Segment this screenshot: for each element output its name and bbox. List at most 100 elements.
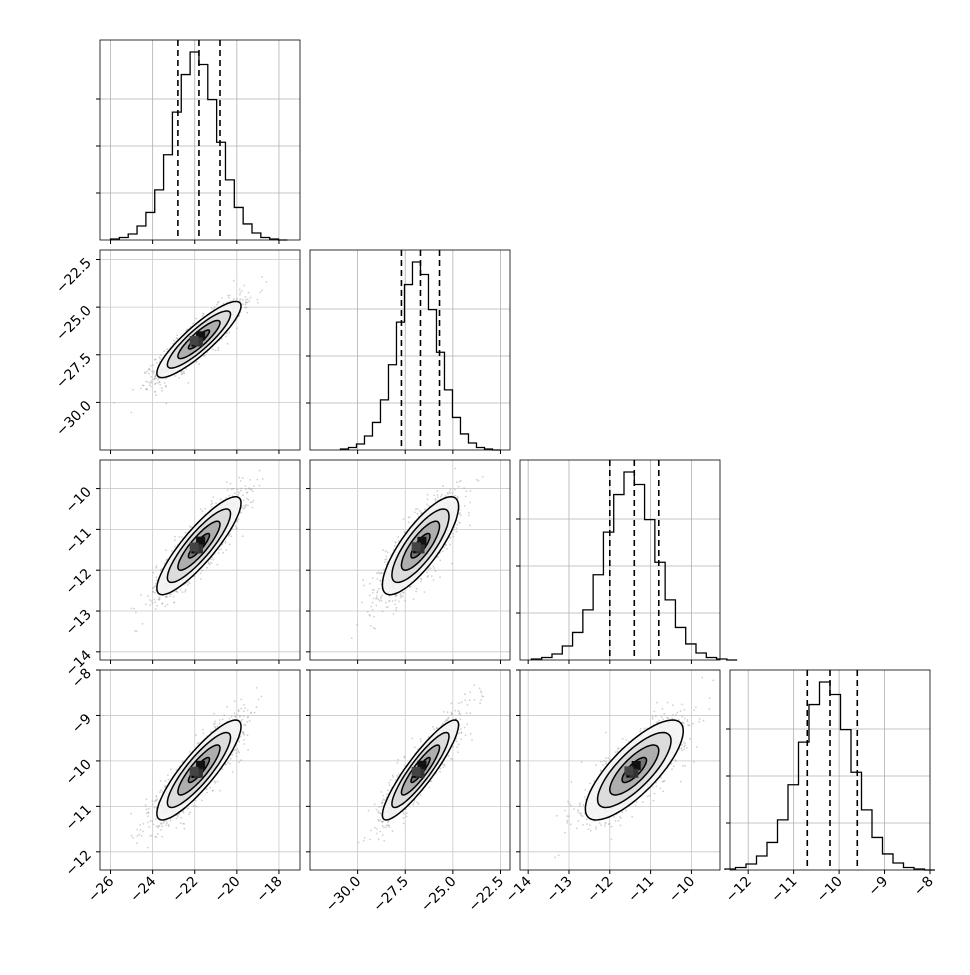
scatter-point [164,378,166,380]
scatter-point [361,601,363,603]
scatter-point [219,719,221,721]
scatter-point [392,600,394,602]
scatter-point [239,294,241,296]
scatter-point [200,573,202,575]
scatter-point [155,358,157,360]
scatter-point [227,343,229,345]
scatter-point [381,595,383,597]
scatter-point [154,391,156,393]
scatter-point [146,371,148,373]
scatter-point [240,488,242,490]
scatter-point [259,485,261,487]
scatter-point [149,599,151,601]
scatter-point [242,303,244,305]
scatter-point [274,441,276,443]
scatter-point [385,602,387,604]
panel-2-1 [310,460,510,660]
scatter-point [233,488,235,490]
scatter-point [147,847,149,849]
scatter-point [231,488,233,490]
scatter-point [160,780,162,782]
scatter-point [166,596,168,598]
scatter-point [153,372,155,374]
scatter-point [131,835,133,837]
scatter-point [202,315,204,317]
scatter-point [149,369,151,371]
scatter-point [237,491,239,493]
scatter-point [395,599,397,601]
scatter-point [387,551,389,553]
scatter-point [233,280,235,282]
scatter-point [159,384,161,386]
scatter-point [237,494,239,496]
scatter-point [157,379,159,381]
scatter-point [427,575,429,577]
scatter-point [213,559,215,561]
scatter-point [454,489,456,491]
scatter-point [161,387,163,389]
scatter-point [150,365,152,367]
scatter-point [134,630,136,632]
scatter-point [439,560,441,562]
scatter-point [382,549,384,551]
scatter-point [413,598,415,600]
scatter-point [244,285,246,287]
scatter-point [136,829,138,831]
scatter-point [181,373,183,375]
scatter-point [217,564,219,566]
scatter-point [397,536,399,538]
scatter-point [213,713,215,715]
scatter-point [204,355,206,357]
scatter-point [157,382,159,384]
scatter-point [175,375,177,377]
scatter-point [433,495,435,497]
scatter-point [142,623,144,625]
scatter-point [232,771,234,773]
scatter-point [220,549,222,551]
scatter-point [150,382,152,384]
scatter-point [167,774,169,776]
scatter-point [252,491,254,493]
scatter-point [261,276,263,278]
scatter-point [252,501,254,503]
scatter-point [236,327,238,329]
scatter-point [240,490,242,492]
scatter-point [220,498,222,500]
scatter-point [446,548,448,550]
scatter-point [132,389,134,391]
scatter-point [161,836,163,838]
scatter-point [386,558,388,560]
scatter-point [159,596,161,598]
panel-2-0 [100,441,300,660]
scatter-point [373,616,375,618]
scatter-point [201,570,203,572]
scatter-point [244,707,246,709]
panel-frame [310,250,510,450]
scatter-point [377,598,379,600]
scatter-point [249,479,251,481]
scatter-point [482,476,484,478]
scatter-point [247,298,249,300]
scatter-point [374,628,376,630]
scatter-point [432,566,434,568]
scatter-point [400,595,402,597]
scatter-point [378,588,380,590]
scatter-point [469,502,471,504]
scatter-point [387,606,389,608]
scatter-point [457,496,459,498]
scatter-point [133,608,135,610]
scatter-point [356,624,358,626]
scatter-point [165,403,167,405]
scatter-point [159,791,161,793]
scatter-point [217,781,219,783]
scatter-point [167,604,169,606]
scatter-point [384,561,386,563]
scatter-point [163,350,165,352]
scatter-point [135,612,137,614]
scatter-point [216,725,218,727]
scatter-point [208,561,210,563]
scatter-point [248,292,250,294]
scatter-point [243,499,245,501]
scatter-point [189,582,191,584]
scatter-point [132,837,134,839]
